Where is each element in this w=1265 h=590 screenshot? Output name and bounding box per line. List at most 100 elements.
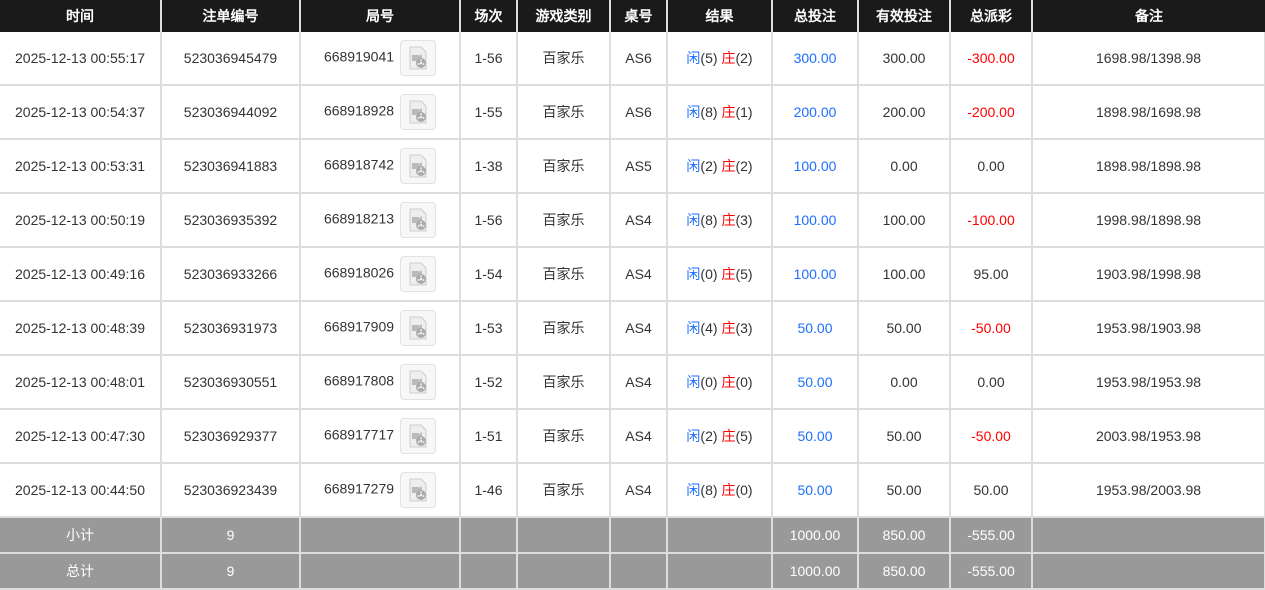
cell-note: 1898.98/1898.98 [1031,139,1265,194]
cell-round-id: 668919041 [299,32,461,86]
banker-label: 庄 [721,50,736,66]
header-valid-bet: 有效投注 [857,0,950,32]
cell-table-no: AS6 [609,32,668,86]
video-replay-icon[interactable] [400,148,437,184]
video-replay-icon[interactable] [400,94,437,130]
cell-table-no: AS4 [609,247,668,302]
cell-result: 闲(2) 庄(2) [666,139,773,194]
player-label: 闲 [686,374,701,390]
cell-round-id: 668918213 [299,193,461,248]
player-label: 闲 [686,212,701,228]
cell-total-payout: -50.00 [949,409,1033,464]
player-score: (8) [700,104,718,120]
cell-total-bet: 100.00 [771,139,859,194]
round-id: 668917909 [323,318,395,335]
cell-game-type: 百家乐 [516,139,611,194]
cell-table-no: AS4 [609,193,668,248]
table-row: 2025-12-13 00:47:30 523036929377 6689177… [0,409,1265,464]
cell-time: 2025-12-13 00:48:39 [0,301,162,356]
cell-round-id: 668917808 [299,355,461,410]
cell-shoe: 1-46 [459,463,518,518]
table-row: 2025-12-13 00:48:39 523036931973 6689179… [0,301,1265,356]
banker-label: 庄 [721,158,736,174]
video-replay-icon[interactable] [400,418,437,454]
video-replay-icon[interactable] [400,256,437,292]
cell-note: 2003.98/1953.98 [1031,409,1265,464]
cell-round-id: 668917279 [299,463,461,518]
round-id: 668918928 [323,102,395,119]
video-replay-icon[interactable] [400,310,437,346]
cell-total-payout: 95.00 [949,247,1033,302]
cell-valid-bet: 0.00 [857,355,951,410]
cell-shoe: 1-55 [459,85,518,140]
cell-round-id: 668918742 [299,139,461,194]
table-row: 2025-12-13 00:53:31 523036941883 6689187… [0,139,1265,194]
video-replay-icon[interactable] [400,472,437,508]
cell-shoe: 1-51 [459,409,518,464]
cell-time: 2025-12-13 00:44:50 [0,463,162,518]
cell-note: 1953.98/1903.98 [1031,301,1265,356]
player-score: (0) [700,374,718,390]
header-note: 备注 [1031,0,1265,32]
table-row: 2025-12-13 00:48:01 523036930551 6689178… [0,355,1265,410]
banker-score: (3) [735,320,753,336]
round-id: 668917717 [323,426,395,443]
player-score: (5) [700,50,718,66]
header-table-no: 桌号 [609,0,667,32]
cell-bet-id: 523036935392 [160,193,301,248]
cell-round-id: 668917909 [299,301,461,356]
header-bet-id: 注单编号 [160,0,300,32]
round-id: 668918742 [323,156,395,173]
summary-count: 9 [160,517,301,554]
video-replay-icon[interactable] [400,364,437,400]
header-time: 时间 [0,0,161,32]
cell-round-id: 668918928 [299,85,461,140]
cell-total-payout: -50.00 [949,301,1033,356]
cell-table-no: AS4 [609,355,668,410]
cell-total-bet: 50.00 [771,301,859,356]
cell-game-type: 百家乐 [516,32,611,86]
cell-shoe: 1-56 [459,32,518,86]
cell-note: 1898.98/1698.98 [1031,85,1265,140]
cell-time: 2025-12-13 00:54:37 [0,85,162,140]
cell-result: 闲(2) 庄(5) [666,409,773,464]
cell-time: 2025-12-13 00:47:30 [0,409,162,464]
empty-cell [609,517,668,554]
table-row: 2025-12-13 00:55:17 523036945479 6689190… [0,32,1265,86]
cell-bet-id: 523036941883 [160,139,301,194]
cell-time: 2025-12-13 00:48:01 [0,355,162,410]
cell-result: 闲(8) 庄(0) [666,463,773,518]
video-replay-icon[interactable] [400,40,437,76]
cell-game-type: 百家乐 [516,355,611,410]
cell-table-no: AS4 [609,409,668,464]
cell-total-bet: 50.00 [771,355,859,410]
player-label: 闲 [686,158,701,174]
cell-bet-id: 523036931973 [160,301,301,356]
cell-time: 2025-12-13 00:53:31 [0,139,162,194]
cell-table-no: AS6 [609,85,668,140]
cell-valid-bet: 200.00 [857,85,951,140]
cell-round-id: 668918026 [299,247,461,302]
cell-time: 2025-12-13 00:49:16 [0,247,162,302]
cell-valid-bet: 50.00 [857,463,951,518]
cell-result: 闲(4) 庄(3) [666,301,773,356]
header-result: 结果 [666,0,772,32]
cell-note: 1953.98/1953.98 [1031,355,1265,410]
round-id: 668917279 [323,480,395,497]
cell-round-id: 668917717 [299,409,461,464]
cell-bet-id: 523036923439 [160,463,301,518]
cell-table-no: AS4 [609,463,668,518]
video-replay-icon[interactable] [400,202,437,238]
banker-score: (0) [735,482,753,498]
cell-total-payout: 50.00 [949,463,1033,518]
round-id: 668919041 [323,48,395,65]
empty-cell [299,517,461,554]
cell-bet-id: 523036945479 [160,32,301,86]
cell-game-type: 百家乐 [516,301,611,356]
header-total-payout: 总派彩 [949,0,1032,32]
subtotal-row: 小计 9 1000.00 850.00 -555.00 [0,517,1265,554]
cell-total-payout: -300.00 [949,32,1033,86]
cell-total-bet: 200.00 [771,85,859,140]
cell-bet-id: 523036930551 [160,355,301,410]
